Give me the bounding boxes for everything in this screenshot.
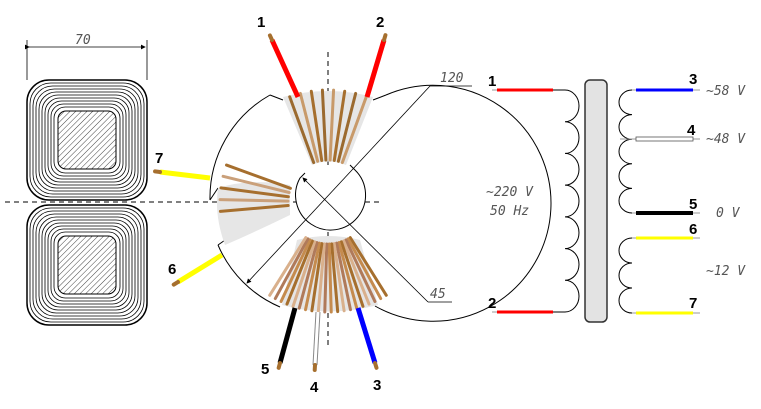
winding-turn bbox=[340, 95, 368, 165]
winding-turn bbox=[348, 236, 388, 297]
lead-label-4: 4 bbox=[310, 379, 319, 396]
lead-label-3: 3 bbox=[373, 377, 381, 394]
winding-turn bbox=[304, 241, 321, 312]
winding-turn bbox=[316, 242, 326, 314]
lead-wire-2 bbox=[364, 33, 388, 98]
voltage-6-7: ~12 V bbox=[706, 264, 746, 279]
core-cross-section bbox=[26, 79, 148, 326]
winding-turn bbox=[328, 88, 336, 162]
lead-wire-6 bbox=[171, 252, 224, 287]
toroid-core bbox=[209, 84, 552, 322]
winding-turn bbox=[339, 240, 365, 308]
lead-label-2: 2 bbox=[376, 14, 384, 31]
width-label: 70 bbox=[75, 33, 91, 48]
winding-block bbox=[26, 204, 148, 326]
winding-turn bbox=[279, 238, 312, 303]
winding-turn bbox=[273, 237, 310, 301]
primary-voltage: ~220 V bbox=[486, 185, 534, 200]
winding-turn bbox=[309, 89, 324, 162]
winding-turn bbox=[344, 238, 377, 303]
winding-turn bbox=[288, 95, 316, 165]
winding-turn bbox=[323, 242, 329, 314]
lead-wire-4 bbox=[312, 311, 321, 372]
pin-7: 7 bbox=[689, 295, 697, 312]
lead-wire-1 bbox=[267, 33, 301, 99]
winding-turn bbox=[291, 240, 317, 308]
winding-block bbox=[26, 79, 148, 201]
secondary-winding-left bbox=[216, 163, 292, 245]
voltage-4: ~48 V bbox=[706, 132, 746, 147]
lead-wire-3 bbox=[355, 307, 379, 370]
inner-diameter-dimension: 45 bbox=[302, 177, 452, 303]
primary-winding-top bbox=[283, 88, 373, 165]
winding-turn bbox=[218, 203, 290, 213]
lead-label-5: 5 bbox=[261, 361, 269, 378]
winding-turn bbox=[218, 198, 290, 203]
lead-label-1: 1 bbox=[257, 14, 265, 31]
winding-turn bbox=[320, 88, 328, 162]
lead-wire-7 bbox=[153, 169, 211, 181]
pin-3: 3 bbox=[689, 71, 697, 88]
outer-diameter-dimension: 120 bbox=[246, 71, 472, 284]
lead-label-6: 6 bbox=[168, 261, 176, 278]
winding-turn bbox=[346, 237, 383, 301]
winding-turn bbox=[332, 242, 346, 313]
winding-turn bbox=[337, 241, 359, 310]
winding-turn bbox=[335, 241, 352, 312]
lead-label-7: 7 bbox=[155, 150, 163, 167]
primary-coil bbox=[553, 89, 580, 313]
winding-turn bbox=[285, 239, 314, 306]
lead-wire-5 bbox=[276, 307, 298, 370]
pin-5: 5 bbox=[689, 196, 697, 213]
core-bar bbox=[584, 79, 608, 323]
schematic: 1 2 ~220 V 50 Hz 3 4 5 6 7 ~58 V ~48 V 0… bbox=[486, 71, 746, 323]
outer-diameter-label: 120 bbox=[440, 71, 464, 86]
primary-pin-1: 1 bbox=[488, 73, 496, 90]
winding-turn bbox=[219, 186, 290, 199]
voltage-5: 0 V bbox=[716, 206, 741, 221]
voltage-3: ~58 V bbox=[706, 84, 746, 99]
primary-frequency: 50 Hz bbox=[490, 204, 529, 219]
secondary-winding-bottom bbox=[268, 236, 388, 314]
winding-turn bbox=[297, 241, 319, 310]
winding-turn bbox=[268, 236, 308, 297]
secondary-lead-4 bbox=[620, 136, 700, 142]
winding-turn bbox=[327, 242, 333, 314]
pin-6: 6 bbox=[689, 221, 697, 238]
secondary-coil-upper bbox=[618, 89, 640, 214]
primary-pin-2: 2 bbox=[488, 295, 496, 312]
winding-turn bbox=[225, 163, 292, 190]
pin-4: 4 bbox=[687, 122, 696, 139]
width-dimension: 70 bbox=[25, 33, 148, 80]
winding-turn bbox=[342, 239, 371, 306]
winding-turn bbox=[221, 174, 291, 194]
winding-turn bbox=[332, 89, 347, 162]
winding-turn bbox=[330, 242, 340, 314]
winding-turn bbox=[298, 91, 320, 163]
winding-turn bbox=[310, 242, 324, 313]
secondary-coil-lower bbox=[618, 237, 640, 314]
inner-diameter-label: 45 bbox=[430, 287, 446, 302]
winding-turn bbox=[336, 91, 358, 163]
